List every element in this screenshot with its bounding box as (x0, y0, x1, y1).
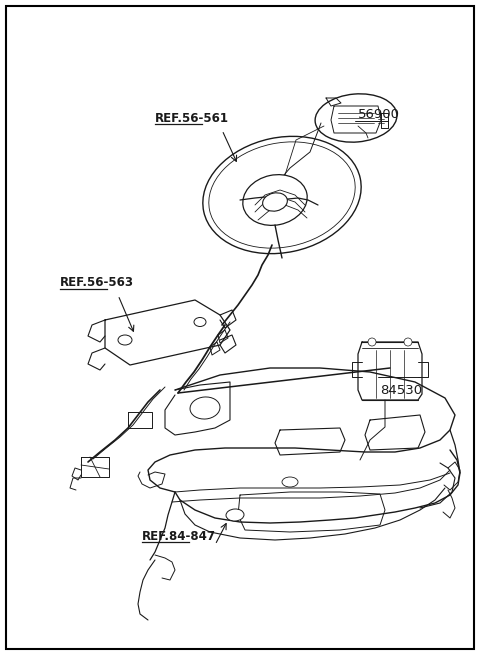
Text: 56900: 56900 (358, 109, 400, 121)
Circle shape (368, 338, 376, 346)
Ellipse shape (226, 509, 244, 521)
Ellipse shape (263, 193, 288, 211)
Circle shape (404, 338, 412, 346)
Ellipse shape (203, 136, 361, 253)
Text: REF.84-847: REF.84-847 (142, 529, 216, 542)
Ellipse shape (118, 335, 132, 345)
Text: REF.56-563: REF.56-563 (60, 276, 134, 290)
Ellipse shape (243, 175, 307, 225)
Ellipse shape (194, 318, 206, 326)
Ellipse shape (209, 142, 355, 248)
Ellipse shape (282, 477, 298, 487)
Text: 84530: 84530 (380, 383, 422, 396)
Text: REF.56-561: REF.56-561 (155, 111, 229, 124)
Ellipse shape (315, 94, 397, 142)
Ellipse shape (190, 397, 220, 419)
